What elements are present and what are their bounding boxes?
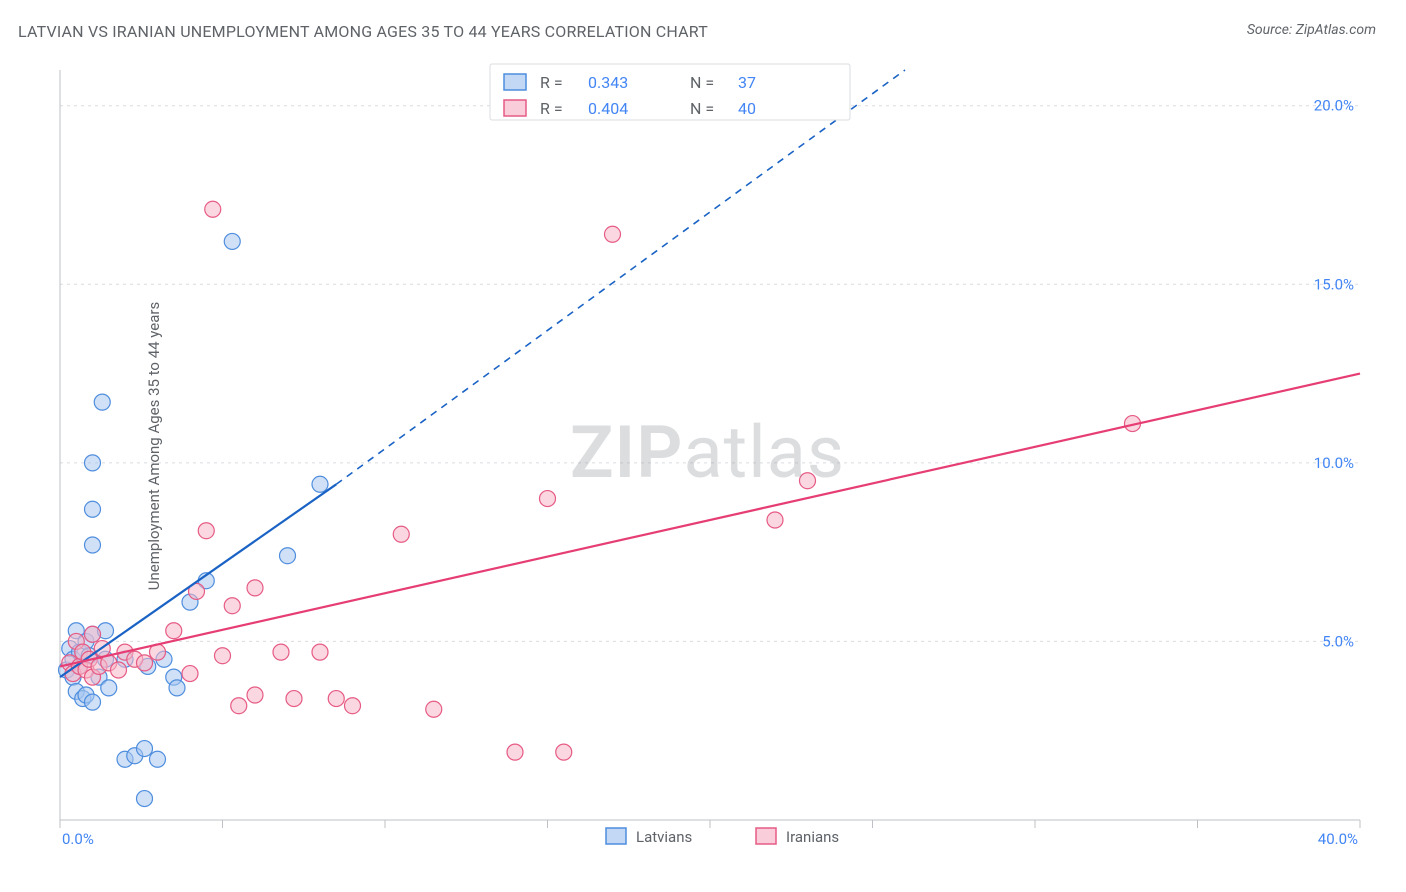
svg-text:40.0%: 40.0% [1318, 830, 1358, 848]
svg-text:0.343: 0.343 [588, 73, 628, 92]
svg-text:10.0%: 10.0% [1314, 454, 1354, 472]
correlation-legend: R = 0.343 N = 37 R = 0.404 N = 40 [490, 64, 850, 120]
data-point [111, 662, 127, 678]
chart-title: LATVIAN VS IRANIAN UNEMPLOYMENT AMONG AG… [18, 22, 708, 41]
svg-text:5.0%: 5.0% [1322, 632, 1354, 650]
data-point [205, 201, 221, 217]
legend-swatch [606, 828, 626, 844]
legend-label: Iranians [786, 828, 839, 846]
data-point [273, 644, 289, 660]
data-point [85, 694, 101, 710]
data-point [247, 687, 263, 703]
legend-label: Latvians [636, 828, 692, 846]
data-point [198, 523, 214, 539]
data-point [540, 491, 556, 507]
data-point [166, 623, 182, 639]
data-point [426, 701, 442, 717]
chart-area: 5.0% 10.0% 15.0% 20.0% 0.0% 40.0% R = 0.343 N = 3… [50, 60, 1381, 852]
legend-swatch [756, 828, 776, 844]
data-point [312, 476, 328, 492]
trend-line-extrapolated [336, 70, 905, 484]
data-point [169, 680, 185, 696]
source-attribution: Source: ZipAtlas.com [1247, 22, 1376, 38]
data-point [286, 691, 302, 707]
data-point [280, 548, 296, 564]
data-point [85, 626, 101, 642]
data-point [85, 501, 101, 517]
svg-text:R =: R = [540, 99, 563, 118]
svg-text:40: 40 [738, 99, 756, 118]
data-point [605, 226, 621, 242]
data-point [556, 744, 572, 760]
data-point [224, 233, 240, 249]
svg-text:20.0%: 20.0% [1314, 97, 1354, 115]
data-point [137, 655, 153, 671]
data-point [507, 744, 523, 760]
svg-text:N =: N = [690, 73, 714, 92]
scatter-chart: 5.0% 10.0% 15.0% 20.0% 0.0% 40.0% R = 0.343 N = 3… [50, 60, 1381, 852]
data-point [85, 537, 101, 553]
data-point [767, 512, 783, 528]
data-point [800, 473, 816, 489]
data-point [101, 680, 117, 696]
svg-text:37: 37 [738, 73, 756, 92]
data-point [345, 698, 361, 714]
data-point [231, 698, 247, 714]
data-point [312, 644, 328, 660]
data-point [182, 666, 198, 682]
svg-text:0.0%: 0.0% [62, 830, 94, 848]
data-point [137, 791, 153, 807]
data-point [150, 751, 166, 767]
svg-text:N =: N = [690, 99, 714, 118]
data-point [328, 691, 344, 707]
data-point [224, 598, 240, 614]
data-point [94, 394, 110, 410]
data-point [215, 648, 231, 664]
data-point [247, 580, 263, 596]
trend-line [60, 374, 1360, 667]
data-point [85, 455, 101, 471]
data-point [393, 526, 409, 542]
svg-text:15.0%: 15.0% [1314, 275, 1354, 293]
svg-text:0.404: 0.404 [588, 99, 628, 118]
data-point [137, 741, 153, 757]
trend-line [60, 484, 336, 677]
svg-text:R =: R = [540, 73, 563, 92]
